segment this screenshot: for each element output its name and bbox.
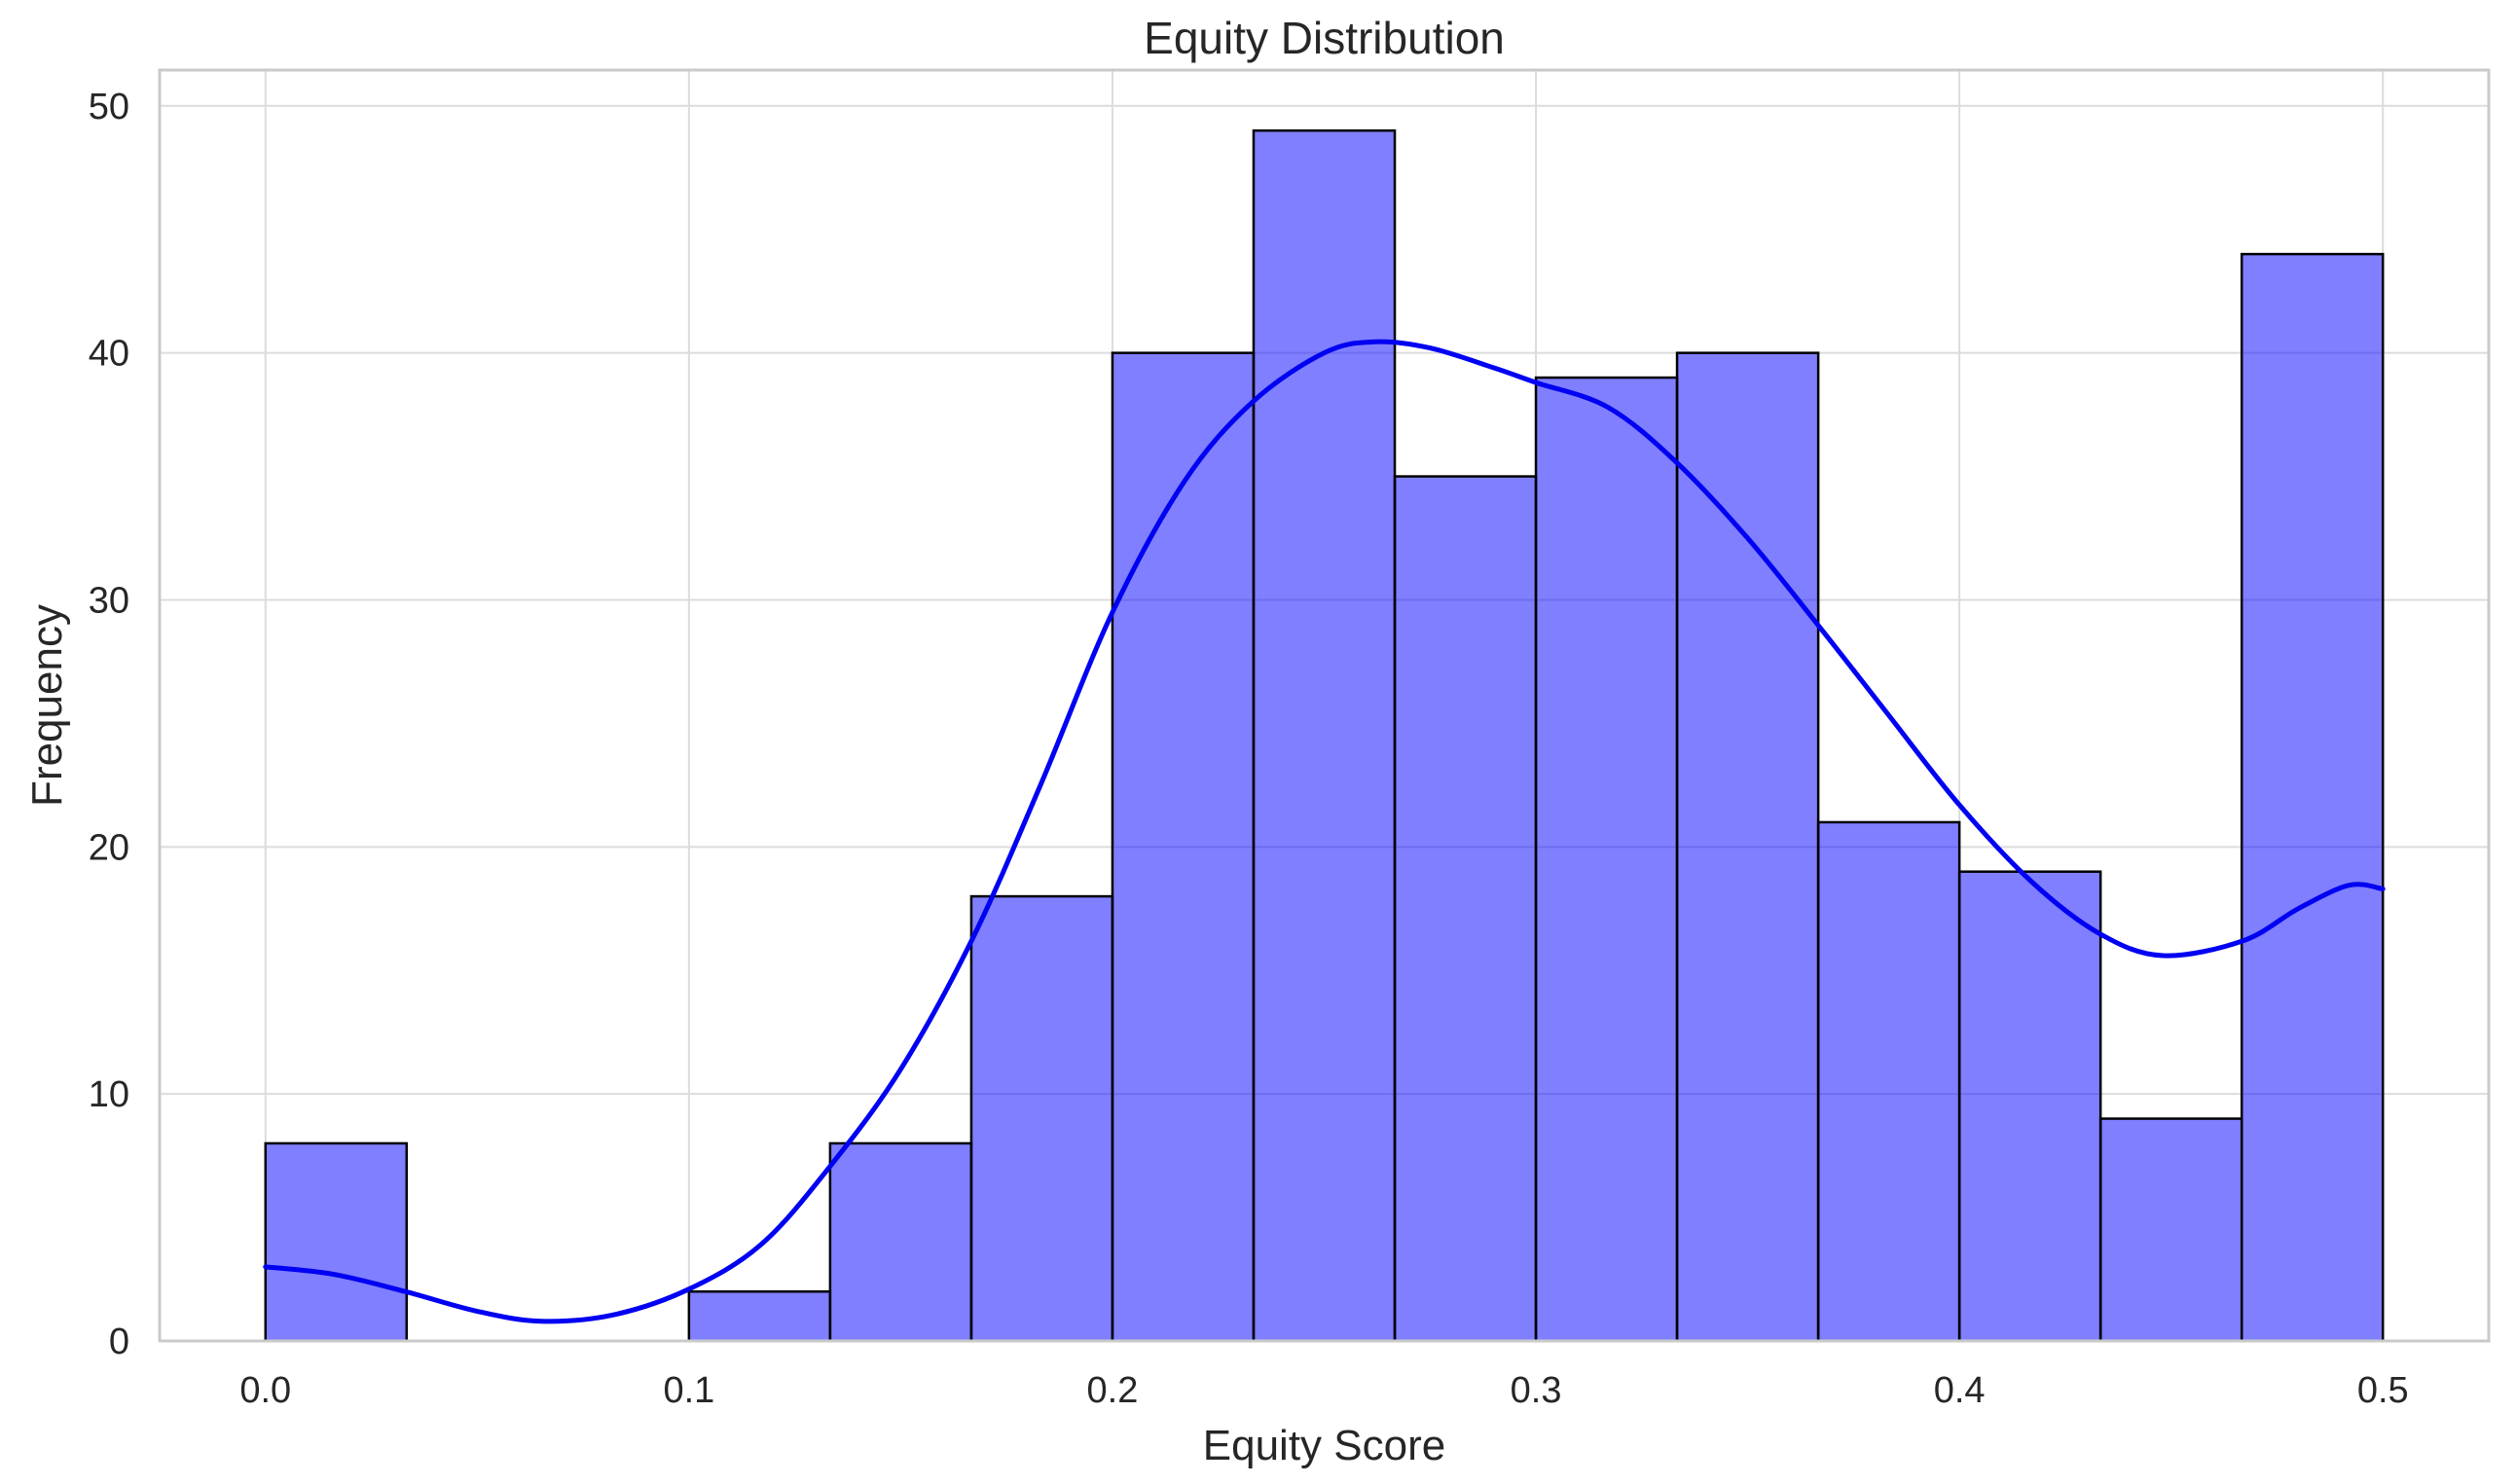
histogram-bar — [1675, 351, 1820, 1343]
x-tick-label: 0.0 — [239, 1370, 291, 1411]
histogram-bar — [828, 1141, 973, 1343]
x-tick-label: 0.3 — [1511, 1370, 1562, 1411]
x-tick-label: 0.4 — [1934, 1370, 1986, 1411]
y-tick-label: 0 — [109, 1321, 129, 1362]
histogram-bar — [1252, 128, 1397, 1343]
y-tick-label: 30 — [89, 580, 129, 621]
y-tick-labels: 0 10 20 30 40 50 — [89, 87, 129, 1362]
histogram-bar — [1534, 376, 1679, 1343]
x-axis-label: Equity Score — [1203, 1422, 1445, 1469]
histogram-bar — [2240, 252, 2385, 1343]
x-tick-label: 0.2 — [1087, 1370, 1139, 1411]
kde-curve — [263, 339, 2386, 1324]
x-tick-label: 0.1 — [663, 1370, 714, 1411]
histogram-bar — [264, 1141, 409, 1343]
histogram-bar — [1111, 351, 1256, 1343]
chart-title: Equity Distribution — [1144, 13, 1505, 63]
kde-layer — [263, 339, 2386, 1324]
histogram-bar — [1957, 870, 2102, 1343]
y-tick-label: 20 — [89, 827, 129, 868]
y-tick-label: 10 — [89, 1074, 129, 1115]
histogram-bar — [687, 1289, 832, 1343]
x-tick-label: 0.5 — [2357, 1370, 2409, 1411]
x-tick-labels: 0.0 0.1 0.2 0.3 0.4 0.5 — [239, 1370, 2408, 1411]
histogram-bar — [969, 894, 1114, 1343]
histogram-bar — [2098, 1117, 2243, 1343]
histogram-bars-layer — [264, 128, 2385, 1343]
histogram-bar — [1816, 820, 1961, 1343]
y-axis-label: Frequency — [23, 604, 71, 807]
y-tick-label: 40 — [89, 334, 129, 375]
histogram-bar — [1393, 475, 1538, 1343]
plot-border — [158, 68, 2491, 1343]
y-tick-label: 50 — [89, 87, 129, 127]
